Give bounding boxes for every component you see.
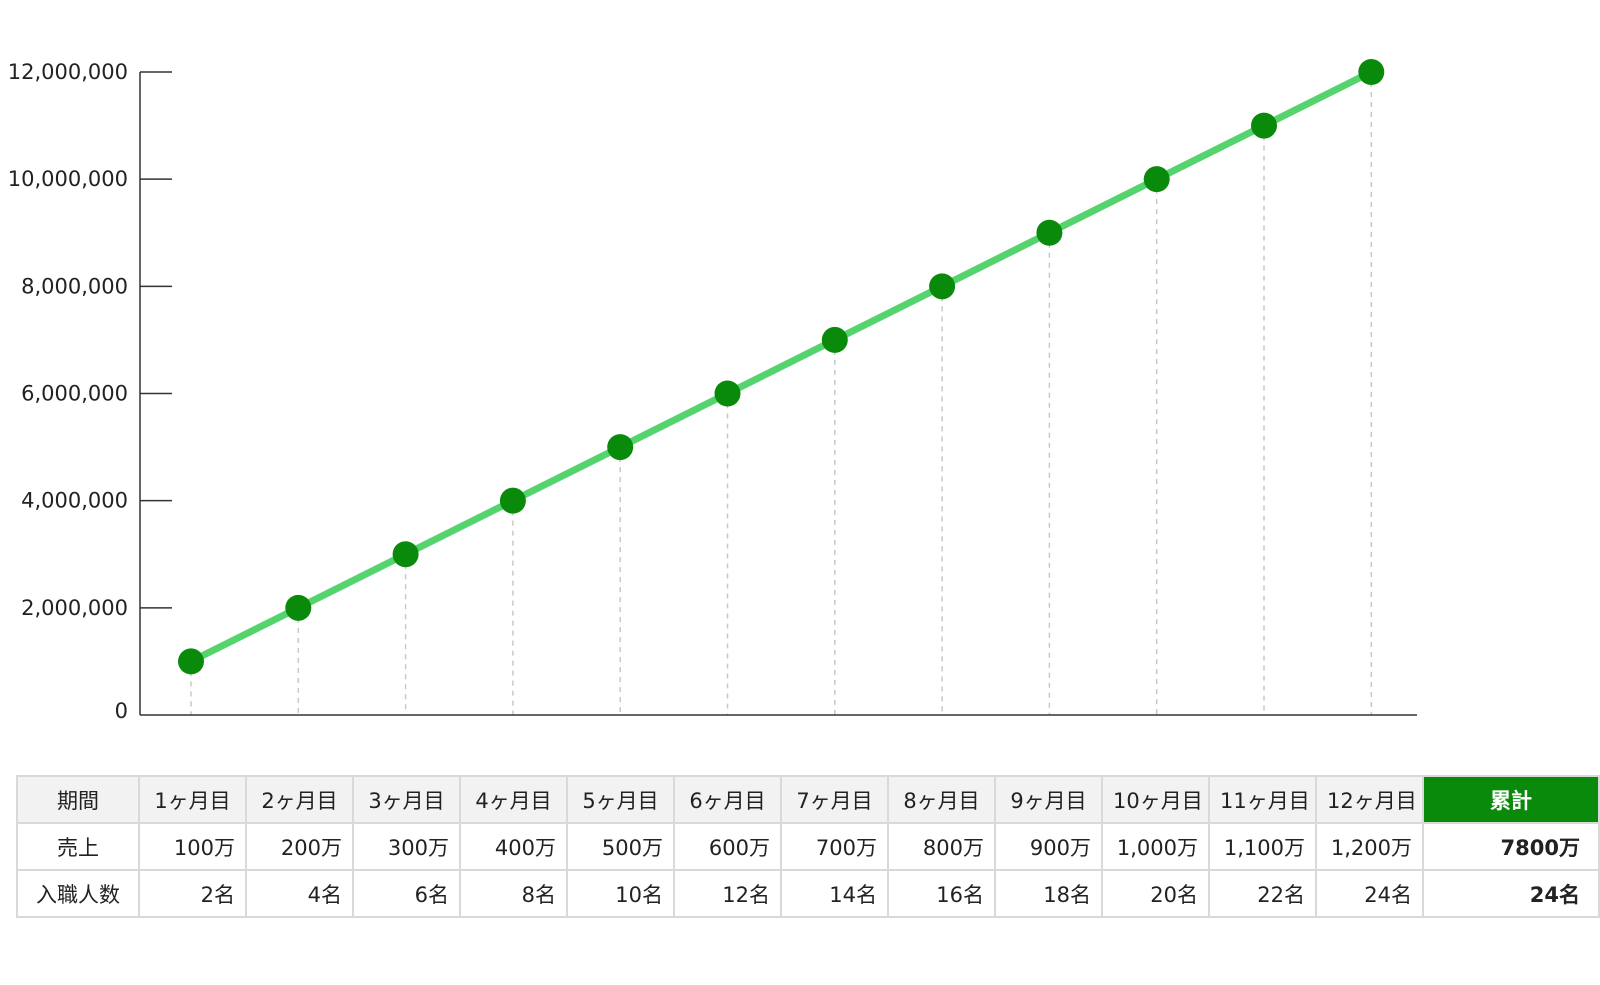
series-line-group [187, 68, 1375, 665]
sales-cell: 200万 [245, 822, 354, 871]
month-header: 1ヶ月目 [138, 775, 247, 824]
summary-table: 期間 1ヶ月目 2ヶ月目 3ヶ月目 4ヶ月目 5ヶ月目 6ヶ月目 7ヶ月目 8ヶ… [16, 775, 1600, 918]
hires-cell: 22名 [1208, 869, 1317, 918]
sales-cell: 600万 [673, 822, 782, 871]
hires-row-label: 入職人数 [16, 869, 140, 918]
month-header: 6ヶ月目 [673, 775, 782, 824]
hires-cell: 14名 [780, 869, 889, 918]
month-header: 10ヶ月目 [1101, 775, 1210, 824]
month-header: 11ヶ月目 [1208, 775, 1317, 824]
y-tick-label: 12,000,000 [8, 60, 128, 84]
data-point [1251, 112, 1277, 139]
sales-cell: 100万 [138, 822, 247, 871]
data-point [285, 594, 312, 621]
month-header: 12ヶ月目 [1315, 775, 1424, 824]
hires-row: 入職人数 2名 4名 6名 8名 10名 12名 14名 16名 18名 20名… [16, 869, 1600, 918]
sales-cell: 500万 [566, 822, 675, 871]
data-point [821, 326, 848, 353]
hires-cell: 4名 [245, 869, 354, 918]
y-tick-label: 8,000,000 [21, 274, 128, 298]
month-header: 7ヶ月目 [780, 775, 889, 824]
hires-cell: 12名 [673, 869, 782, 918]
y-axis: 0 2,000,000 4,000,000 6,000,000 8,000,000 10,… [8, 60, 172, 723]
data-point [1143, 166, 1170, 193]
hires-cell: 16名 [887, 869, 996, 918]
line-chart: 0 2,000,000 4,000,000 6,000,000 8,000,000 10,… [8, 59, 1417, 723]
data-markers [178, 59, 1385, 675]
series-line [187, 68, 1375, 665]
sales-row: 売上 100万 200万 300万 400万 500万 600万 700万 80… [16, 822, 1600, 871]
month-header: 2ヶ月目 [245, 775, 354, 824]
data-point [1036, 219, 1063, 246]
table-header-row: 期間 1ヶ月目 2ヶ月目 3ヶ月目 4ヶ月目 5ヶ月目 6ヶ月目 7ヶ月目 8ヶ… [16, 775, 1600, 824]
hires-cell: 20名 [1101, 869, 1210, 918]
hires-total: 24名 [1422, 869, 1600, 918]
month-header: 3ヶ月目 [352, 775, 461, 824]
hires-cell: 2名 [138, 869, 247, 918]
data-point [929, 273, 956, 300]
sales-total: 7800万 [1422, 822, 1600, 871]
sales-row-label: 売上 [16, 822, 140, 871]
hires-cell: 8名 [459, 869, 568, 918]
y-tick-label: 0 [115, 699, 128, 723]
y-tick-label: 6,000,000 [21, 382, 128, 406]
month-header: 5ヶ月目 [566, 775, 675, 824]
drop-lines [190, 72, 1373, 715]
sales-cell: 300万 [352, 822, 461, 871]
month-header: 9ヶ月目 [994, 775, 1103, 824]
sales-cell: 1,100万 [1208, 822, 1317, 871]
period-header: 期間 [16, 775, 140, 824]
sales-cell: 1,000万 [1101, 822, 1210, 871]
data-point [392, 541, 419, 568]
data-point [607, 434, 634, 461]
y-tick-label: 2,000,000 [21, 596, 128, 620]
data-point [714, 380, 741, 407]
month-header: 4ヶ月目 [459, 775, 568, 824]
hires-cell: 10名 [566, 869, 675, 918]
y-tick-label: 10,000,000 [8, 167, 128, 191]
sales-cell: 800万 [887, 822, 996, 871]
sales-cell: 1,200万 [1315, 822, 1424, 871]
y-tick-label: 4,000,000 [21, 489, 128, 513]
month-header: 8ヶ月目 [887, 775, 996, 824]
total-header: 累計 [1422, 775, 1600, 824]
sales-cell: 900万 [994, 822, 1103, 871]
data-point [1358, 59, 1385, 85]
hires-cell: 6名 [352, 869, 461, 918]
sales-cell: 400万 [459, 822, 568, 871]
hires-cell: 24名 [1315, 869, 1424, 918]
hires-cell: 18名 [994, 869, 1103, 918]
sales-cell: 700万 [780, 822, 889, 871]
data-point [178, 648, 204, 675]
data-point [499, 487, 526, 514]
